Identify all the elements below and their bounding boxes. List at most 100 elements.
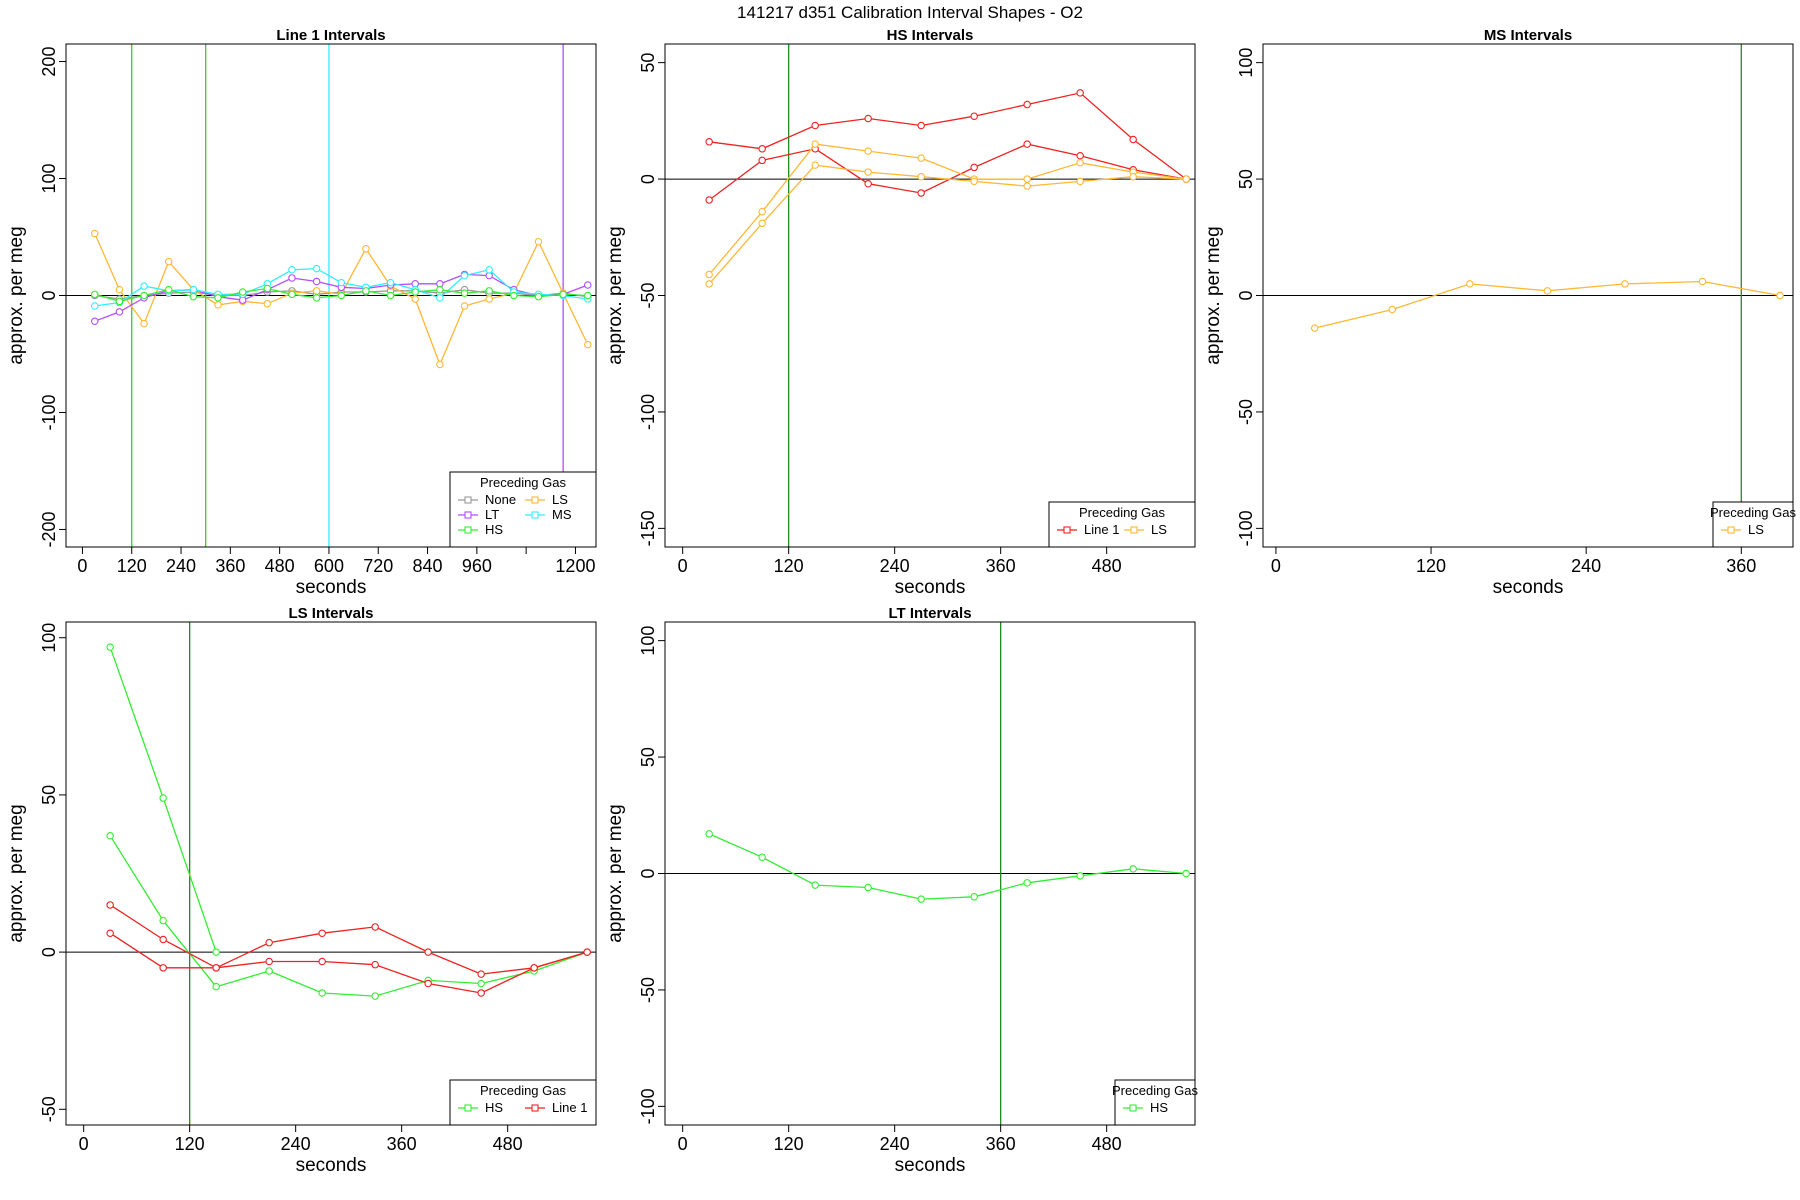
data-point [1076, 159, 1084, 167]
x-tick-label: 360 [1726, 556, 1756, 576]
legend-item: None [458, 492, 516, 507]
y-axis: -100 -50 0 50 100 approx. per meg [1203, 48, 1264, 546]
data-point [115, 297, 124, 306]
data-point [263, 299, 272, 308]
series-1 [705, 140, 1190, 204]
data-point [534, 237, 543, 246]
data-point [970, 893, 978, 901]
series-1 [106, 832, 591, 1000]
data-point [1182, 869, 1190, 878]
series-line [709, 92, 1187, 180]
x-tick-label: 360 [986, 556, 1016, 576]
series-line [109, 835, 588, 997]
data-point [917, 121, 925, 130]
data-point [265, 967, 273, 975]
data-point [1182, 175, 1190, 183]
data-point [485, 295, 493, 303]
data-point [864, 114, 872, 123]
x-tick-label: 0 [678, 1134, 688, 1154]
y-tick-label: 100 [1236, 48, 1256, 78]
data-point [811, 161, 819, 169]
data-point [411, 295, 419, 303]
data-point [106, 832, 114, 840]
x-axis: 0 120 240 360 480 seconds [678, 1124, 1122, 1176]
legend-swatch-marker [464, 496, 472, 504]
series-2 [106, 901, 591, 978]
panel-title: HS Intervals [887, 27, 974, 44]
x-tick-label: 480 [493, 1134, 523, 1154]
data-point [485, 266, 493, 274]
panel-title: MS Intervals [1484, 27, 1572, 44]
data-point [1129, 172, 1137, 181]
data-point [212, 948, 220, 956]
data-point [140, 319, 148, 328]
data-point [460, 289, 469, 297]
legend-label: LS [1748, 522, 1764, 537]
series-0 [1310, 277, 1784, 332]
data-point [864, 883, 872, 892]
data-point [371, 992, 379, 1000]
x-tick-label: 360 [215, 556, 245, 576]
data-point [485, 287, 493, 295]
data-point [212, 982, 220, 991]
data-point [115, 285, 124, 294]
data-point [318, 957, 326, 966]
x-axis-label: seconds [296, 577, 367, 598]
legend-swatch-marker [1130, 526, 1138, 534]
legend-label: Line 1 [1084, 522, 1119, 537]
data-point [559, 290, 567, 299]
legend-box [449, 1079, 597, 1126]
data-point [1388, 305, 1397, 314]
x-tick-label: 960 [462, 556, 492, 576]
data-point [337, 291, 346, 300]
legend-item: Line 1 [525, 1100, 587, 1115]
panel-title: LT Intervals [888, 605, 971, 622]
panel-3: LS Intervals 0 120 240 360 480 seconds -50 0 50 10… [6, 605, 597, 1176]
x-tick-label: 1200 [555, 556, 595, 576]
legend-label: HS [1150, 1100, 1168, 1115]
legend: Preceding Gas LS [1710, 501, 1796, 548]
data-point [189, 292, 198, 301]
x-tick-label: 720 [363, 556, 393, 576]
x-tick-label: 240 [880, 556, 910, 576]
series-line [708, 164, 1187, 285]
legend-swatch-marker [464, 511, 472, 519]
y-tick-label: -50 [39, 1096, 59, 1122]
data-point [530, 964, 538, 972]
series-line [708, 833, 1187, 900]
legend-swatch-marker [531, 1104, 539, 1112]
y-tick-label: -100 [39, 394, 59, 430]
x-tick-label: 240 [880, 1134, 910, 1154]
x-tick-label: 240 [166, 556, 196, 576]
data-point [1023, 100, 1031, 109]
series-line [109, 904, 588, 975]
data-point [1076, 872, 1084, 880]
data-point [1023, 175, 1031, 183]
data-point [288, 274, 296, 282]
plot-area [66, 622, 596, 1125]
y-tick-label: 0 [1236, 290, 1256, 300]
data-point [140, 282, 148, 290]
legend-label: None [485, 492, 516, 507]
data-point [318, 929, 326, 937]
y-axis: -100 -50 0 50 100 approx. per meg [605, 626, 666, 1124]
data-point [583, 948, 591, 956]
panel-4: LT Intervals 0 120 240 360 480 seconds -100 -50 0… [605, 605, 1198, 1176]
data-point [214, 294, 222, 302]
data-point [758, 207, 766, 216]
x-tick-label: 360 [387, 1134, 417, 1154]
y-tick-label: 0 [638, 868, 658, 878]
y-axis-label: approx. per meg [6, 804, 27, 942]
legend-swatch-marker [464, 526, 472, 534]
y-tick-label: 50 [1236, 169, 1256, 189]
data-point [106, 929, 114, 937]
legend-box [1048, 501, 1196, 548]
legend-swatch-marker [1129, 1104, 1137, 1112]
plot-area [665, 44, 1195, 547]
y-axis-label: approx. per meg [6, 226, 27, 364]
x-tick-label: 240 [281, 1134, 311, 1154]
x-axis: 0 120 240 360 480 seconds [678, 546, 1122, 598]
data-point [189, 285, 198, 294]
data-point [705, 830, 713, 838]
plot-area [665, 622, 1195, 1125]
